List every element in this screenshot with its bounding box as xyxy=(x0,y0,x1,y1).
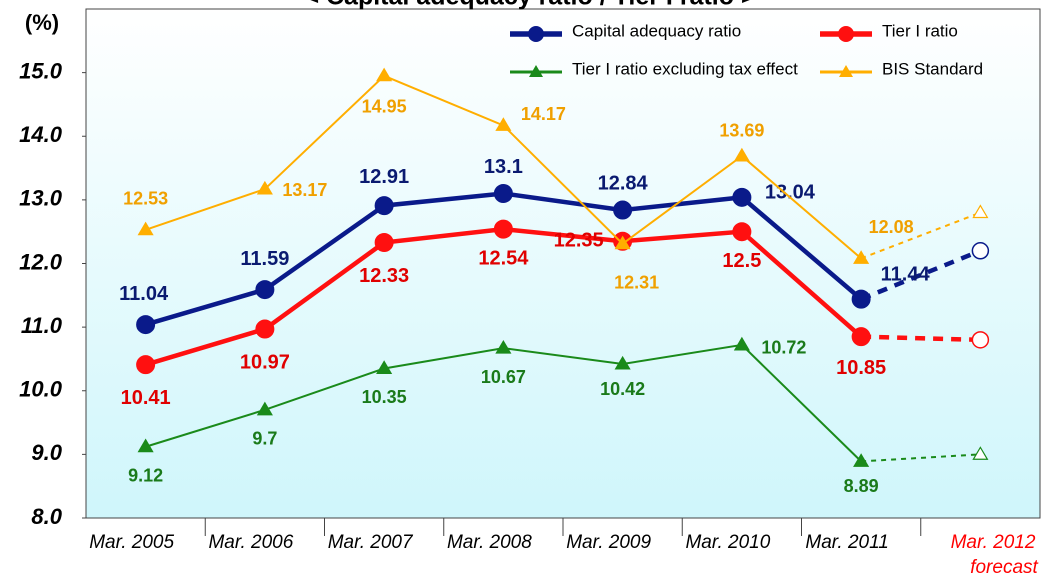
data-label: 13.17 xyxy=(282,180,327,200)
point xyxy=(972,204,989,219)
data-label: 12.91 xyxy=(359,166,409,188)
chart-title: < Capital adequacy ratio / Tier I ratio … xyxy=(304,0,755,11)
point xyxy=(971,331,990,349)
point xyxy=(374,196,394,216)
point xyxy=(255,280,275,300)
y-tick-label: 14.0 xyxy=(19,122,63,147)
point xyxy=(493,184,513,204)
point xyxy=(853,250,870,264)
point xyxy=(613,200,633,220)
forecast-label: forecast xyxy=(970,557,1038,578)
point xyxy=(851,289,871,309)
plot-area xyxy=(85,8,1041,519)
y-tick-label: 10.0 xyxy=(19,377,63,402)
data-label: 9.7 xyxy=(252,429,277,449)
data-label: 14.17 xyxy=(521,104,566,124)
data-label: 12.33 xyxy=(359,265,409,287)
point xyxy=(495,339,512,354)
legend-label: Capital adequacy ratio xyxy=(572,21,741,40)
data-label: 12.54 xyxy=(478,247,529,269)
data-label: 12.84 xyxy=(598,172,649,194)
y-tick-label: 12.0 xyxy=(19,249,63,274)
data-label: 12.35 xyxy=(554,230,604,252)
data-label: 14.95 xyxy=(362,97,407,117)
data-label: 11.44 xyxy=(881,263,931,285)
point xyxy=(374,233,394,253)
y-tick-label: 11.0 xyxy=(21,313,63,338)
x-tick-label: Mar. 2010 xyxy=(685,532,770,553)
point xyxy=(137,221,154,236)
data-label: 10.35 xyxy=(362,387,407,407)
data-label: 12.5 xyxy=(722,250,761,272)
data-label: 13.69 xyxy=(719,121,764,141)
point xyxy=(376,360,393,374)
point xyxy=(733,336,750,351)
forecast-line xyxy=(860,211,981,260)
x-tick-label: Mar. 2008 xyxy=(447,532,532,553)
legend-marker xyxy=(839,65,853,77)
data-label: 10.85 xyxy=(836,357,886,379)
point xyxy=(256,401,273,416)
point xyxy=(137,438,154,453)
data-label: 12.08 xyxy=(869,217,914,237)
point xyxy=(493,219,513,239)
point xyxy=(614,355,631,370)
y-tick-label: 8.0 xyxy=(31,504,62,529)
data-label: 13.1 xyxy=(484,156,523,178)
data-label: 8.89 xyxy=(844,476,879,496)
data-label: 12.31 xyxy=(614,273,659,293)
point xyxy=(256,180,273,195)
point xyxy=(733,147,750,162)
point xyxy=(614,235,631,250)
point xyxy=(136,315,156,335)
data-label: 10.72 xyxy=(761,338,806,358)
legend-label: Tier I ratio xyxy=(882,21,958,40)
x-tick-label: Mar. 2005 xyxy=(89,532,174,553)
y-tick-label: 13.0 xyxy=(19,186,63,211)
point xyxy=(972,446,989,460)
point xyxy=(495,117,512,131)
legend-marker xyxy=(838,26,854,42)
y-tick-label: 9.0 xyxy=(31,440,62,465)
data-label: 10.97 xyxy=(240,351,290,373)
y-tick-label: 15.0 xyxy=(19,58,63,83)
data-label: 9.12 xyxy=(128,465,163,485)
legend-label: Tier I ratio excluding tax effect xyxy=(572,59,798,78)
data-label: 11.59 xyxy=(240,248,289,270)
data-label: 10.67 xyxy=(481,367,526,387)
x-tick-label: Mar. 2007 xyxy=(328,532,414,553)
x-tick-label: Mar. 2011 xyxy=(805,532,888,553)
point xyxy=(376,67,393,82)
forecast-line xyxy=(861,334,981,343)
y-axis-label: (%) xyxy=(25,10,59,35)
point xyxy=(853,453,870,467)
data-label: 11.04 xyxy=(119,283,169,305)
point xyxy=(732,187,752,207)
legend-marker xyxy=(528,26,544,42)
x-tick-label: Mar. 2009 xyxy=(566,532,651,553)
data-label: 13.04 xyxy=(765,182,816,204)
data-label: 12.53 xyxy=(123,189,168,209)
x-tick-label: Mar. 2006 xyxy=(208,532,293,553)
data-label: 10.41 xyxy=(121,387,171,409)
data-label: 10.42 xyxy=(600,379,645,399)
forecast-line xyxy=(860,248,982,302)
point xyxy=(971,242,990,260)
legend-marker xyxy=(529,65,543,77)
point xyxy=(136,355,156,375)
point xyxy=(255,319,275,339)
point xyxy=(851,327,871,347)
point xyxy=(732,222,752,242)
x-tick-label: Mar. 2012 xyxy=(951,532,1036,553)
legend-label: BIS Standard xyxy=(882,59,983,78)
